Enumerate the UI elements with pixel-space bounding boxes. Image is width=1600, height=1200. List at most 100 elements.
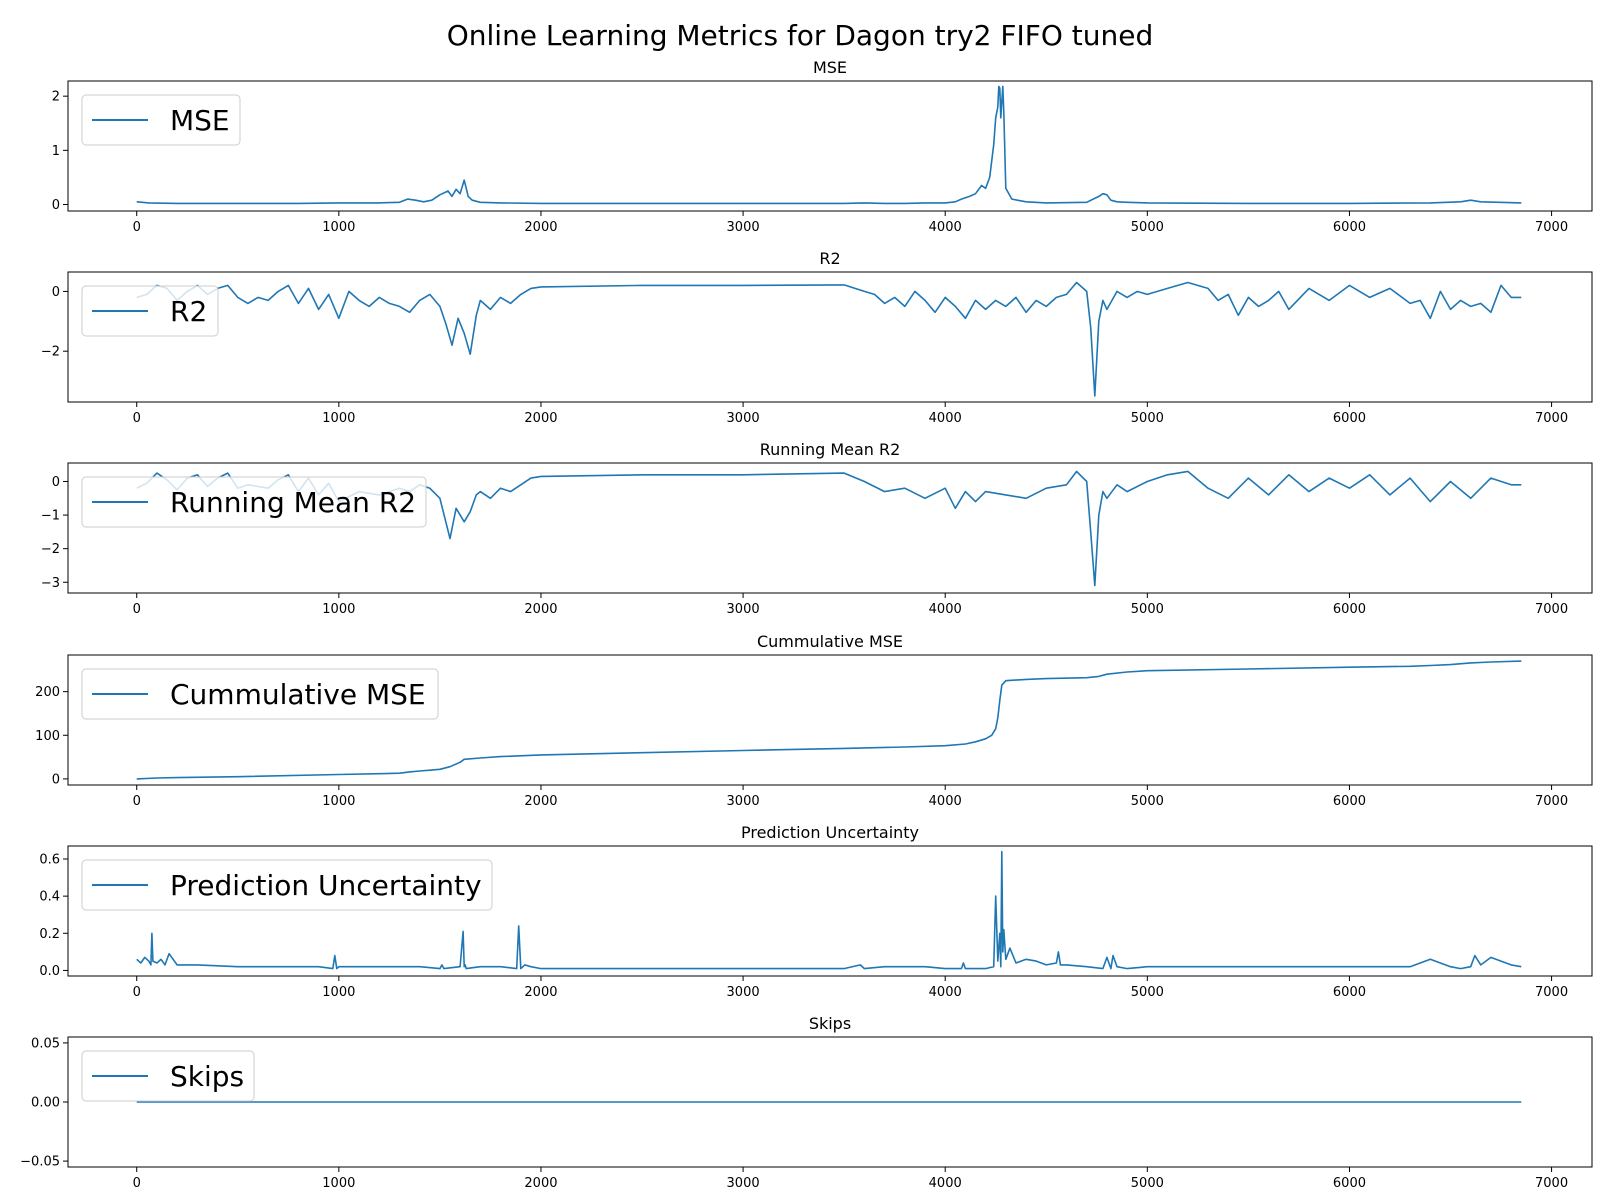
x-tick-label: 2000 — [524, 794, 557, 809]
y-tick-label: 0.0 — [39, 964, 60, 979]
axes-frame — [67, 462, 1593, 594]
y-tick-label: 0 — [52, 198, 60, 213]
y-tick-label: −1 — [41, 509, 60, 524]
x-tick-label: 4000 — [929, 602, 962, 617]
y-tick-label: 200 — [35, 685, 60, 700]
x-tick-label: 7000 — [1535, 411, 1568, 426]
series-line — [136, 660, 1522, 780]
series-line — [136, 281, 1522, 397]
x-tick-label: 6000 — [1333, 411, 1366, 426]
x-tick-label: 6000 — [1333, 220, 1366, 235]
x-tick-label: 2000 — [524, 411, 557, 426]
y-tick-label: 0.05 — [31, 1036, 60, 1051]
x-tick-label: 0 — [133, 220, 141, 235]
x-tick-label: 5000 — [1131, 794, 1164, 809]
legend-label: Skips — [170, 1060, 244, 1093]
x-tick-label: 3000 — [727, 985, 760, 1000]
x-tick-label: 0 — [133, 1176, 141, 1191]
y-tick-label: 0 — [52, 285, 60, 300]
series-line — [136, 850, 1522, 970]
y-tick-label: 0 — [52, 772, 60, 787]
x-tick-label: 1000 — [322, 602, 355, 617]
panel-title: MSE — [813, 58, 847, 77]
x-tick-label: 5000 — [1131, 220, 1164, 235]
x-tick-label: 4000 — [929, 794, 962, 809]
series-line — [136, 85, 1522, 205]
x-tick-label: 4000 — [929, 985, 962, 1000]
legend-box — [81, 476, 427, 528]
panel-6: Skips 0 1000 2000 3000 4000 5000 6000 7000 0.05 0.… — [20, 1014, 1593, 1191]
legend-label: MSE — [170, 104, 230, 137]
x-tick-label: 7000 — [1535, 220, 1568, 235]
x-tick-label: 2000 — [524, 602, 557, 617]
x-tick-label: 0 — [133, 411, 141, 426]
x-tick-label: 3000 — [727, 1176, 760, 1191]
panel-3: Running Mean R2 0 1000 2000 3000 4000 5000 6000… — [41, 440, 1593, 617]
x-tick-label: 2000 — [524, 985, 557, 1000]
y-tick-label: 1 — [52, 144, 60, 159]
panel-2: R2 0 1000 2000 3000 4000 5000 6000 7000 0 −2 R2 — [41, 249, 1593, 426]
legend-box — [81, 285, 219, 337]
x-tick-label: 1000 — [322, 985, 355, 1000]
x-tick-label: 5000 — [1131, 602, 1164, 617]
legend-label: R2 — [170, 295, 207, 328]
y-tick-label: −2 — [41, 345, 60, 360]
x-tick-label: 6000 — [1333, 1176, 1366, 1191]
panel-5: Prediction Uncertainty 0 1000 2000 3000 4000 5… — [39, 823, 1593, 1000]
panel-title: Prediction Uncertainty — [741, 823, 919, 842]
y-tick-label: −3 — [41, 576, 60, 591]
legend-label: Running Mean R2 — [170, 486, 416, 519]
x-tick-label: 4000 — [929, 220, 962, 235]
axes-frame — [67, 654, 1593, 786]
x-tick-label: 3000 — [727, 794, 760, 809]
x-tick-label: 7000 — [1535, 985, 1568, 1000]
x-tick-label: 6000 — [1333, 602, 1366, 617]
x-tick-label: 3000 — [727, 602, 760, 617]
x-tick-label: 0 — [133, 602, 141, 617]
panel-title: Skips — [809, 1014, 851, 1033]
x-tick-label: 7000 — [1535, 602, 1568, 617]
axes-frame — [67, 271, 1593, 403]
panel-title: R2 — [819, 249, 840, 268]
x-tick-label: 5000 — [1131, 1176, 1164, 1191]
y-tick-label: 0.2 — [39, 927, 60, 942]
y-tick-label: 100 — [35, 729, 60, 744]
x-tick-label: 2000 — [524, 220, 557, 235]
legend-box — [81, 859, 493, 911]
x-tick-label: 6000 — [1333, 794, 1366, 809]
x-tick-label: 3000 — [727, 411, 760, 426]
x-tick-label: 5000 — [1131, 985, 1164, 1000]
y-tick-label: −0.05 — [20, 1155, 60, 1170]
figure-title: Online Learning Metrics for Dagon try2 F… — [447, 19, 1154, 52]
y-tick-label: 0.00 — [31, 1096, 60, 1111]
x-tick-label: 7000 — [1535, 1176, 1568, 1191]
x-tick-label: 1000 — [322, 411, 355, 426]
legend-label: Cummulative MSE — [170, 678, 426, 711]
y-tick-label: 2 — [52, 90, 60, 105]
panel-title: Cummulative MSE — [757, 632, 903, 651]
panel-1: MSE 0 1000 2000 3000 4000 5000 6000 7000 0 1 2 MSE — [52, 58, 1593, 235]
x-tick-label: 6000 — [1333, 985, 1366, 1000]
x-tick-label: 4000 — [929, 411, 962, 426]
axes-frame — [67, 845, 1593, 977]
legend-box — [81, 1050, 255, 1102]
legend-label: Prediction Uncertainty — [170, 869, 482, 902]
x-tick-label: 7000 — [1535, 794, 1568, 809]
x-tick-label: 2000 — [524, 1176, 557, 1191]
legend-box — [81, 94, 241, 146]
panel-title: Running Mean R2 — [760, 440, 901, 459]
axes-frame — [67, 80, 1593, 212]
legend-box — [81, 668, 439, 720]
x-tick-label: 3000 — [727, 220, 760, 235]
x-tick-label: 1000 — [322, 1176, 355, 1191]
y-tick-label: 0.6 — [39, 853, 60, 868]
x-tick-label: 4000 — [929, 1176, 962, 1191]
x-tick-label: 0 — [133, 794, 141, 809]
x-tick-label: 0 — [133, 985, 141, 1000]
y-tick-label: 0.4 — [39, 890, 60, 905]
x-tick-label: 5000 — [1131, 411, 1164, 426]
